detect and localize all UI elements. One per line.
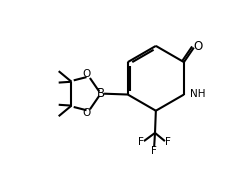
Text: O: O [82,108,91,118]
Text: O: O [193,40,202,53]
Text: F: F [138,137,143,147]
Text: O: O [82,69,91,79]
Text: B: B [97,87,105,100]
Text: F: F [165,137,171,147]
Text: F: F [151,146,157,156]
Text: NH: NH [190,89,205,99]
